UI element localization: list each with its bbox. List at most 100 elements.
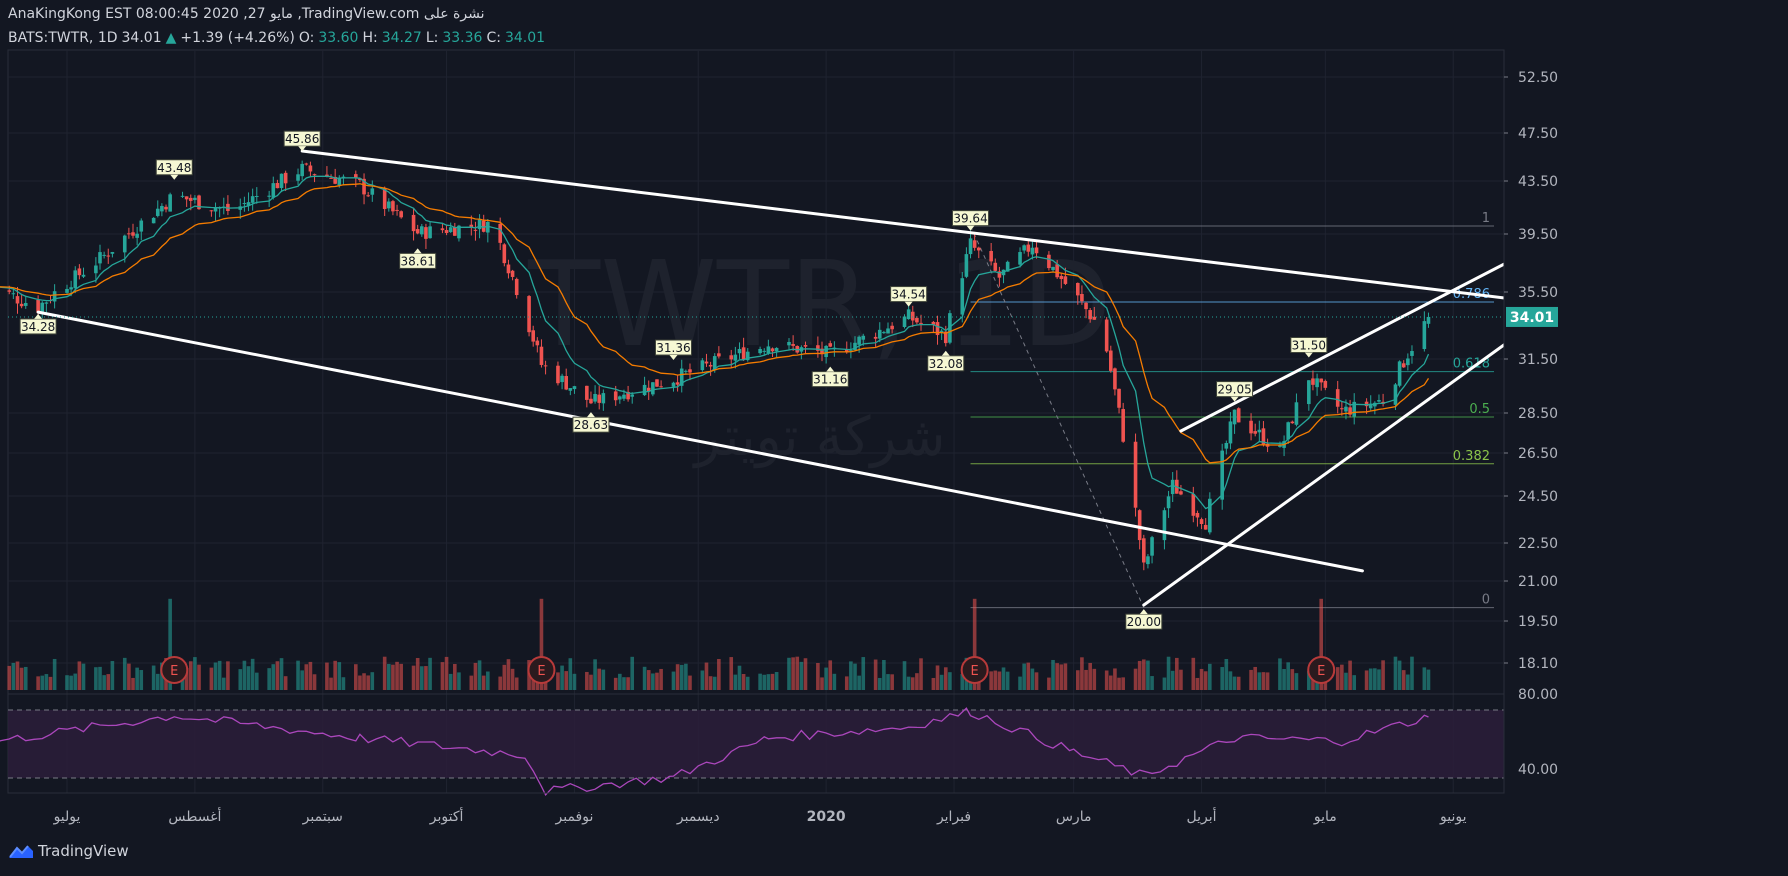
volume-bar	[993, 670, 998, 690]
volume-bar	[1034, 672, 1039, 690]
candle-body	[1286, 422, 1291, 440]
volume-bar	[1393, 656, 1398, 690]
volume-bar	[69, 675, 73, 690]
candle-body	[684, 370, 688, 372]
volume-bar	[411, 665, 416, 690]
candle-body	[910, 311, 915, 321]
candle-body	[1311, 378, 1315, 385]
volume-bar	[1088, 662, 1092, 690]
candle-body	[1228, 421, 1233, 444]
candle-body	[651, 382, 655, 395]
price-tick-label: 22.50	[1518, 536, 1558, 552]
time-tick-label: مارس	[1056, 809, 1092, 825]
earnings-letter: E	[170, 664, 178, 679]
candle-body	[102, 254, 106, 256]
candle-body	[254, 196, 259, 198]
axes: 52.50 47.50 43.50 39.50 35.50 31.50 28.50 26.50…	[8, 50, 1788, 825]
candle-body	[1005, 261, 1010, 272]
candle-body	[279, 173, 284, 189]
volume-bar	[1080, 657, 1084, 690]
price-callout-pointer	[298, 146, 307, 152]
candle-body	[737, 348, 742, 354]
price-axis-bg	[1504, 50, 1788, 793]
candle-body	[1257, 429, 1262, 433]
volume-bar	[1117, 677, 1121, 690]
candle-body	[15, 296, 20, 304]
volume-bar	[110, 660, 115, 690]
volume-bar	[424, 666, 428, 690]
candle-body	[597, 394, 602, 403]
candle-body	[1426, 316, 1431, 324]
candle-body	[931, 321, 936, 325]
time-tick-label: أبريل	[1187, 807, 1217, 825]
volume-bar	[774, 671, 779, 690]
symbol-label[interactable]: BATS:TWTR, 1D	[8, 30, 118, 46]
last-price: 34.01	[121, 30, 162, 46]
candle-body	[675, 382, 680, 385]
volume-bar	[1026, 662, 1031, 690]
candle-body	[242, 203, 247, 205]
candle-body	[304, 163, 309, 165]
volume-bar	[560, 665, 564, 690]
candle-body	[486, 221, 490, 233]
volume-bar	[1294, 673, 1299, 690]
price-callout-text: 39.64	[953, 212, 987, 226]
volume-bar	[655, 672, 659, 690]
volume-bar	[151, 665, 156, 690]
candle-body	[1051, 266, 1055, 271]
open-label: O:	[298, 30, 315, 46]
candle-body	[312, 174, 317, 176]
candle-body	[1104, 319, 1109, 352]
candle-body	[1162, 510, 1167, 541]
volume-bar	[180, 675, 185, 690]
volume-bar	[556, 672, 560, 690]
candle-body	[122, 235, 127, 253]
volume-bar	[816, 662, 820, 690]
candle-body	[630, 394, 635, 397]
candle-body	[877, 329, 882, 339]
tradingview-logo[interactable]: TradingView	[8, 842, 129, 860]
candle-body	[1088, 310, 1092, 320]
volume-bar	[73, 673, 78, 690]
candle-body	[275, 182, 280, 189]
candle-body	[267, 195, 271, 197]
volume-bar	[1075, 670, 1080, 690]
candle-body	[593, 393, 597, 402]
volume-bar	[1055, 663, 1059, 690]
volume-bar	[828, 660, 833, 690]
ema-fast-line	[0, 175, 1430, 510]
volume-bar	[568, 658, 573, 690]
volume-bar	[820, 677, 824, 690]
candle-body	[960, 278, 965, 315]
candle-body	[741, 347, 746, 360]
candle-body	[906, 309, 911, 320]
candle-body	[411, 214, 416, 232]
candle-body	[1034, 247, 1039, 254]
volume-bar	[1146, 660, 1150, 690]
candle-body	[890, 325, 894, 330]
volume-bar	[391, 664, 395, 690]
volume-bar	[679, 664, 684, 690]
volume-bar	[283, 676, 288, 690]
volume-bar	[762, 674, 767, 690]
volume-bar	[717, 659, 721, 690]
trend-lines[interactable]	[8, 149, 1608, 607]
candle-body	[502, 244, 507, 264]
earnings-circle	[527, 656, 556, 684]
volume-bar	[861, 657, 866, 690]
earnings-letter: E	[1317, 664, 1325, 679]
candle-body	[94, 265, 98, 274]
candle-body	[568, 388, 573, 391]
cloud-icon	[9, 845, 33, 858]
candle-body	[308, 165, 313, 172]
volume-bar	[155, 673, 160, 690]
price-callout-pointer	[413, 248, 422, 254]
earnings-letter: E	[971, 664, 979, 679]
candle-body	[1199, 519, 1204, 524]
candle-body	[539, 346, 544, 365]
candle-body	[939, 330, 944, 333]
time-tick-label: نوفمبر	[555, 809, 594, 825]
candle-body	[135, 233, 139, 238]
